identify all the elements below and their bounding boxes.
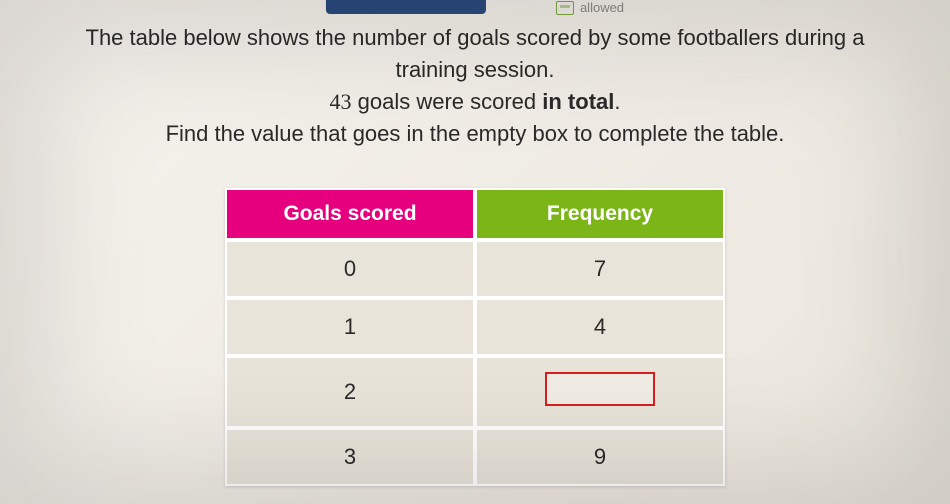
- cell-goals: 2: [225, 356, 475, 428]
- total-rest: goals were scored: [352, 89, 543, 114]
- table-row: 2: [225, 356, 725, 428]
- calculator-allowed: allowed: [556, 0, 624, 15]
- question-line-1: The table below shows the number of goal…: [30, 22, 920, 54]
- table-row: 1 4: [225, 298, 725, 356]
- table-header-row: Goals scored Frequency: [225, 188, 725, 240]
- bookwork-badge-fragment: [326, 0, 486, 14]
- cell-freq-empty: [475, 356, 725, 428]
- cell-freq: 9: [475, 428, 725, 486]
- frequency-table: Goals scored Frequency 0 7 1 4 2 3 9: [225, 188, 725, 486]
- cell-goals: 1: [225, 298, 475, 356]
- question-text: The table below shows the number of goal…: [0, 22, 950, 150]
- header-goals-scored: Goals scored: [225, 188, 475, 240]
- total-number: 43: [330, 89, 352, 114]
- period: .: [614, 89, 620, 114]
- allowed-label: allowed: [580, 0, 624, 15]
- question-line-3: 43 goals were scored in total.: [30, 86, 920, 118]
- question-line-2: training session.: [30, 54, 920, 86]
- cell-goals: 0: [225, 240, 475, 298]
- cell-freq: 7: [475, 240, 725, 298]
- cell-freq: 4: [475, 298, 725, 356]
- calculator-icon: [556, 1, 574, 15]
- total-bold: in total: [542, 89, 614, 114]
- answer-input-box[interactable]: [545, 372, 655, 406]
- table-row: 3 9: [225, 428, 725, 486]
- top-bar: allowed: [326, 0, 624, 15]
- question-line-4: Find the value that goes in the empty bo…: [30, 118, 920, 150]
- header-frequency: Frequency: [475, 188, 725, 240]
- table-row: 0 7: [225, 240, 725, 298]
- cell-goals: 3: [225, 428, 475, 486]
